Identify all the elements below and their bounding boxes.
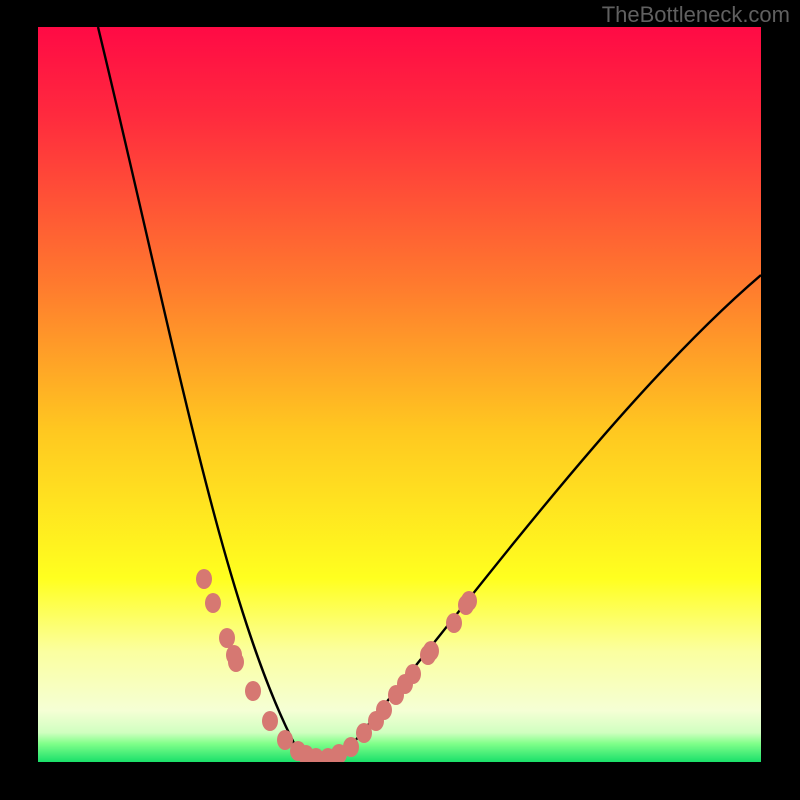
curve-marker [245,681,261,701]
curve-marker [376,700,392,720]
curve-marker [423,641,439,661]
curve-marker [219,628,235,648]
curve-marker [461,591,477,611]
curve-marker [262,711,278,731]
curve-marker [446,613,462,633]
curve-marker [405,664,421,684]
plot-area [38,27,761,762]
chart-container: TheBottleneck.com [0,0,800,800]
curve-marker [196,569,212,589]
watermark-text: TheBottleneck.com [602,2,790,28]
curve-marker [205,593,221,613]
curve-marker [343,737,359,757]
bottleneck-curve [38,27,761,762]
curve-marker [277,730,293,750]
curve-marker [228,652,244,672]
